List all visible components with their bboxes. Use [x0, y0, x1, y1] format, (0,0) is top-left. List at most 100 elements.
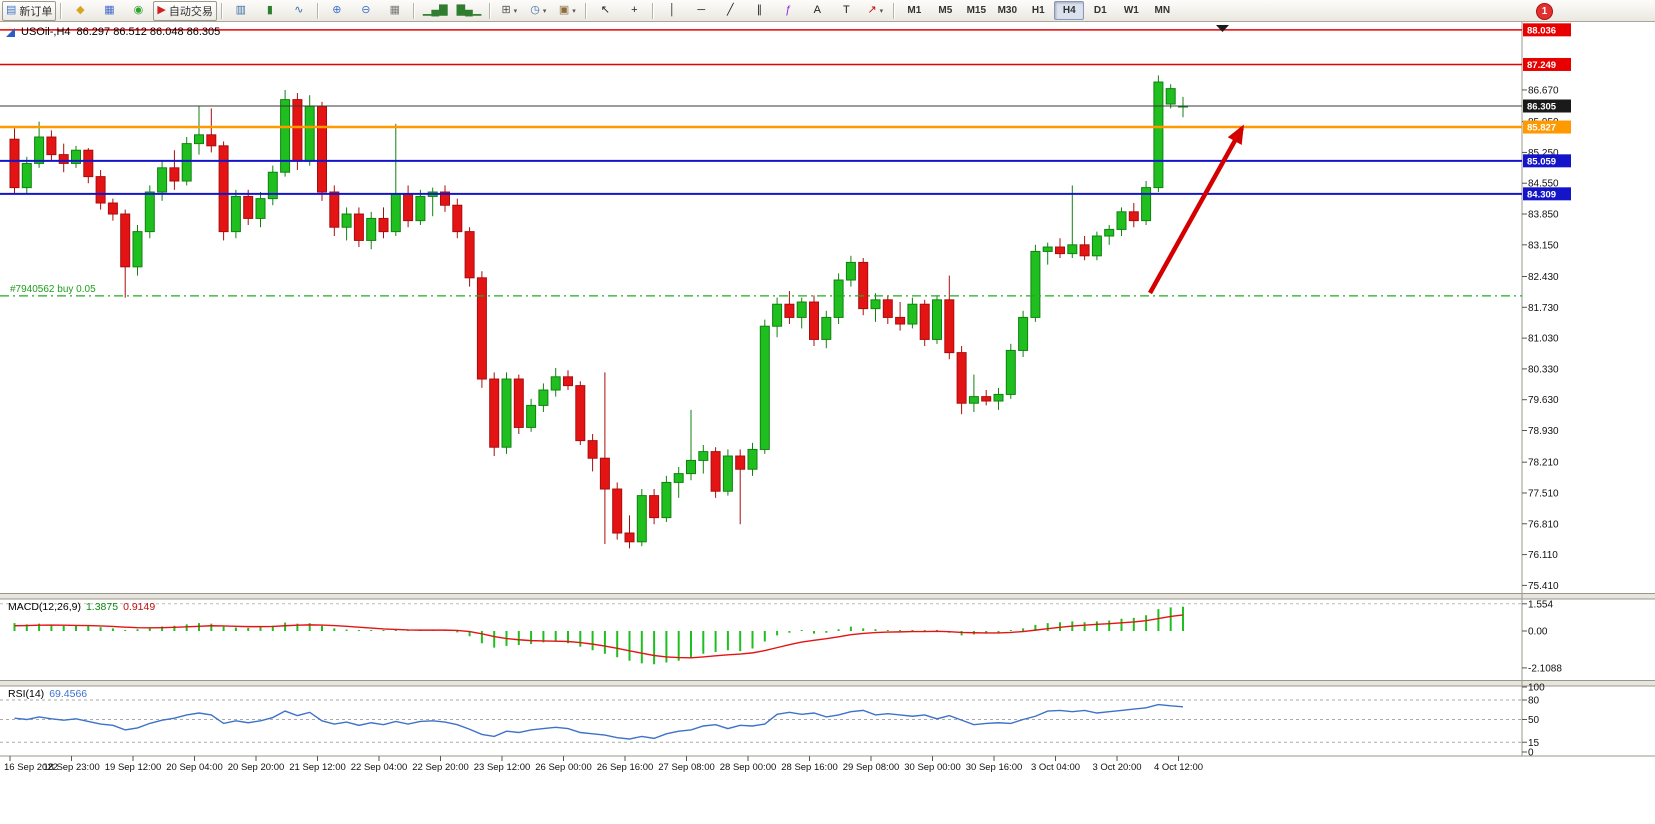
bar-chart-button[interactable]: ▥: [227, 1, 255, 21]
timeframe-m30-button[interactable]: M30: [997, 5, 1018, 16]
candle: [932, 299, 942, 340]
svg-text:50: 50: [1528, 715, 1540, 726]
candle: [624, 532, 635, 543]
candle: [858, 261, 869, 310]
timeframe-h4-button[interactable]: H4: [1054, 1, 1085, 20]
text-button[interactable]: A: [803, 1, 831, 21]
arrange-descending-icon: ▇▄▁: [456, 4, 482, 16]
price-tag: [1523, 120, 1571, 134]
periods-button[interactable]: ◷ ▾: [524, 1, 552, 21]
svg-text:100: 100: [1528, 683, 1545, 694]
timeframe-m5-button[interactable]: M5: [938, 5, 953, 16]
trendline-button[interactable]: ╱: [716, 1, 744, 21]
text-label-button[interactable]: T: [832, 1, 860, 21]
zoom-in-button[interactable]: ⊕: [323, 1, 351, 21]
svg-text:19 Sep 12:00: 19 Sep 12:00: [105, 762, 162, 773]
tile-windows-button[interactable]: ▦: [381, 1, 409, 21]
open-position-label: #7940562 buy 0.05: [10, 284, 96, 295]
timeframe-mn-button[interactable]: MN: [1154, 5, 1171, 16]
macd-name: MACD(12,26,9): [8, 601, 81, 613]
line-chart-icon: ∿: [294, 4, 304, 16]
candle: [292, 99, 303, 162]
svg-text:88.036: 88.036: [1527, 25, 1556, 36]
toolbar-separator: [489, 2, 492, 19]
candle: [944, 299, 955, 354]
fibonacci-button[interactable]: ƒ: [774, 1, 802, 21]
timeframe-m1-button[interactable]: M1: [907, 5, 922, 16]
trend-arrow-annotation[interactable]: [1148, 124, 1244, 295]
panel-separators[interactable]: [0, 22, 1655, 757]
svg-text:3 Oct 20:00: 3 Oct 20:00: [1092, 762, 1141, 773]
candle: [304, 105, 315, 162]
candle: [243, 195, 254, 219]
candle: [218, 145, 229, 233]
candle: [956, 352, 967, 404]
candle: [587, 440, 598, 459]
candle: [1153, 81, 1164, 189]
svg-text:83.150: 83.150: [1528, 240, 1559, 251]
candle: [1104, 228, 1115, 237]
rsi-indicator: [0, 699, 1522, 743]
navigator-button[interactable]: ◉: [124, 1, 152, 21]
candle: [821, 316, 832, 340]
svg-text:82.430: 82.430: [1528, 272, 1559, 283]
candle: [1128, 211, 1139, 222]
svg-text:16 Sep 2022: 16 Sep 2022: [4, 762, 58, 773]
crosshair-button[interactable]: +: [620, 1, 648, 21]
cursor-button[interactable]: ↖: [591, 1, 619, 21]
price-tag: [1523, 23, 1571, 37]
chart-shift-marker[interactable]: [1216, 25, 1229, 32]
templates-button[interactable]: ▣ ▾: [553, 1, 581, 21]
candlestick-chart-button[interactable]: ▮: [256, 1, 284, 21]
candle: [833, 279, 844, 318]
notification-badge[interactable]: 1: [1536, 3, 1553, 20]
horizontal-lines[interactable]: [0, 29, 1522, 297]
candle: [194, 134, 204, 145]
market-watch-button[interactable]: ▦: [95, 1, 123, 21]
svg-text:76.110: 76.110: [1528, 550, 1558, 561]
price-tag: [1523, 57, 1571, 71]
auto-trading-button[interactable]: ▶ 自动交易: [153, 0, 217, 21]
layouts-icon-button[interactable]: ◆: [66, 1, 94, 21]
candle: [1091, 235, 1102, 257]
toolbar-separator: [585, 2, 588, 19]
arrows-button[interactable]: ↗ ▾: [861, 1, 889, 21]
candle: [772, 303, 783, 327]
arrange-ascending-button[interactable]: ▁▄▇: [419, 1, 452, 21]
candle: [9, 138, 20, 189]
svg-text:1.554: 1.554: [1528, 599, 1553, 610]
zoom-out-button[interactable]: ⊖: [352, 1, 380, 21]
candle: [809, 301, 819, 340]
candle: [1018, 316, 1029, 351]
horizontal-line-button[interactable]: ─: [687, 1, 715, 21]
candle: [341, 213, 352, 228]
chart-symbol-icon: [6, 27, 15, 37]
timeframe-m15-button[interactable]: M15: [966, 5, 987, 16]
timeframe-w1-button[interactable]: W1: [1123, 5, 1139, 16]
zoom-out-icon: ⊖: [361, 4, 371, 16]
timeframe-h1-button[interactable]: H1: [1031, 5, 1045, 16]
line-chart-button[interactable]: ∿: [285, 1, 313, 21]
new-chart-button[interactable]: ⊞ ▾: [495, 1, 523, 21]
timeframe-d1-button[interactable]: D1: [1093, 5, 1107, 16]
toolbar-separator: [652, 2, 655, 19]
svg-text:20 Sep 04:00: 20 Sep 04:00: [166, 762, 223, 773]
candle: [415, 195, 426, 222]
candle: [870, 299, 881, 310]
vertical-line-button[interactable]: │: [658, 1, 686, 21]
new-order-button[interactable]: ▤ 新订单: [2, 0, 57, 21]
arrange-descending-button[interactable]: ▇▄▁: [453, 1, 486, 21]
channel-button[interactable]: ∥: [745, 1, 773, 21]
channel-icon: ∥: [756, 4, 763, 16]
svg-text:23 Sep 12:00: 23 Sep 12:00: [474, 762, 531, 773]
candle: [390, 193, 401, 233]
layouts-icon-icon: ◆: [76, 4, 85, 16]
svg-text:78.930: 78.930: [1528, 426, 1559, 437]
svg-text:18 Sep 23:00: 18 Sep 23:00: [43, 762, 100, 773]
svg-text:15: 15: [1528, 738, 1540, 749]
macd-signal-value: 0.9149: [123, 601, 156, 613]
annotations[interactable]: [1148, 25, 1244, 295]
price-axis: 86.67085.95085.25084.55083.85083.15082.4…: [1522, 23, 1571, 759]
